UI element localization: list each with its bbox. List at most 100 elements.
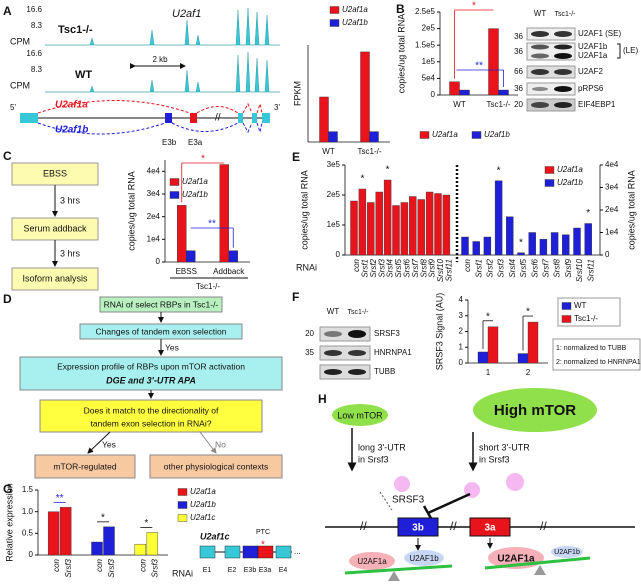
label: E3b [244, 567, 257, 574]
bar [494, 180, 503, 256]
significance: * [486, 311, 490, 322]
x-tick-label: Srsf3 [150, 558, 159, 577]
panel-label: D [3, 292, 12, 306]
x-tick-label: Srsf6 [530, 258, 539, 277]
y-tick-label: 3e4 [605, 183, 619, 192]
legend-label: U2af1a [557, 165, 583, 174]
x-tick-label: con [52, 558, 61, 571]
legend-swatch [561, 315, 572, 323]
bar [400, 202, 409, 256]
bar [488, 28, 499, 96]
y-tick-label: 2 [459, 327, 464, 336]
x-tick-label: Srsf9 [564, 258, 573, 277]
label: E4 [279, 567, 288, 574]
bar [459, 89, 470, 96]
bar [442, 194, 451, 256]
legend-swatch [544, 166, 555, 174]
label: (LE) [623, 46, 638, 55]
label: Isoform analysis [22, 273, 88, 283]
x-tick-label: Srsf10 [575, 258, 584, 282]
label: PTC [256, 529, 270, 536]
label: 3b [412, 523, 424, 534]
label: 3a [484, 523, 496, 534]
y-tick-label: 1 [459, 342, 464, 351]
bar [487, 326, 499, 364]
label: 20 [514, 100, 523, 109]
label: 1: normalized to TUBB [556, 345, 627, 352]
panel-label: F [292, 290, 299, 304]
x-tick-label: WT [322, 147, 335, 156]
label: Does it match to the directionality of [84, 405, 219, 415]
bar [584, 223, 592, 256]
significance: ** [208, 219, 216, 230]
y-tick-label: 1e5 [422, 57, 436, 66]
x-tick-label: Srsf3 [497, 258, 506, 277]
x-tick-label: Srsf8 [553, 258, 562, 277]
label: Changes of tandem exon selection [96, 326, 227, 336]
x-tick-label: con [95, 558, 104, 571]
axis-label: copies/ug total RNA [626, 170, 636, 250]
legend-label: Tsc1-/- [574, 314, 598, 323]
legend-swatch [177, 514, 188, 522]
legend-label: U2af1a [342, 5, 368, 14]
label: U2AF1b [554, 549, 580, 556]
bar [369, 131, 379, 143]
legend-swatch [177, 488, 188, 496]
label: U2AF1 (SE) [578, 29, 621, 38]
label: 16.6 [26, 49, 42, 58]
label: in Srsf3 [358, 454, 389, 464]
model-h: // // // [325, 388, 635, 581]
significance: * [497, 165, 501, 176]
label: E1 [203, 567, 212, 574]
legend-swatch [419, 131, 430, 139]
y-tick-label: 0 [156, 257, 161, 266]
significance: * [201, 154, 205, 165]
label: WT [75, 69, 92, 81]
label: HNRNPA1 [374, 348, 412, 357]
axis-label: SRSF3 Signal (AU) [434, 293, 444, 371]
bar [91, 541, 103, 556]
label: E2 [228, 567, 237, 574]
gene-model: // [20, 63, 270, 135]
label: 66 [514, 67, 523, 76]
bar [483, 236, 492, 256]
y-tick-label: 0 [605, 250, 610, 259]
bar [573, 227, 581, 256]
bar [328, 131, 338, 143]
significance: * [586, 208, 590, 219]
axis-label: copies/ug total RNA [126, 171, 136, 251]
label: Low mTOR [337, 410, 383, 420]
label: 36 [514, 32, 523, 41]
x-tick-label: Srsf7 [542, 258, 551, 277]
label: 3' [274, 103, 280, 112]
bar [103, 526, 115, 556]
label: U2AF1b [578, 42, 608, 51]
axis-label: FPKM [292, 81, 302, 106]
x-tick-label: Srsf5 [394, 258, 403, 277]
significance: ** [56, 493, 64, 504]
x-tick-label: Srsf7 [411, 258, 420, 277]
bar [425, 191, 434, 256]
x-tick-label: Srsf9 [428, 258, 437, 277]
label: U2AF1b [409, 554, 439, 563]
axis-label: copies/ug total RNA [396, 14, 406, 94]
legend-swatch [177, 501, 188, 509]
bar [506, 216, 514, 256]
bar [134, 543, 147, 556]
panel-label: B [396, 2, 405, 16]
bar [228, 250, 238, 263]
y-tick-label: 5e4 [422, 74, 436, 83]
label: 8.3 [31, 21, 43, 30]
label: Tsc1-/- [555, 11, 577, 18]
label: U2af1b [55, 125, 88, 136]
bar [47, 511, 60, 556]
bar [375, 191, 383, 256]
label: DGE and 3'-UTR APA [106, 375, 196, 385]
y-tick-label: 2e4 [147, 212, 161, 221]
x-tick-label: Srsf3 [64, 558, 73, 577]
model-g [199, 545, 292, 559]
break: // [540, 519, 547, 533]
bar [177, 205, 187, 263]
x-tick-label: Srsf1 [474, 259, 483, 278]
bar [472, 241, 480, 256]
